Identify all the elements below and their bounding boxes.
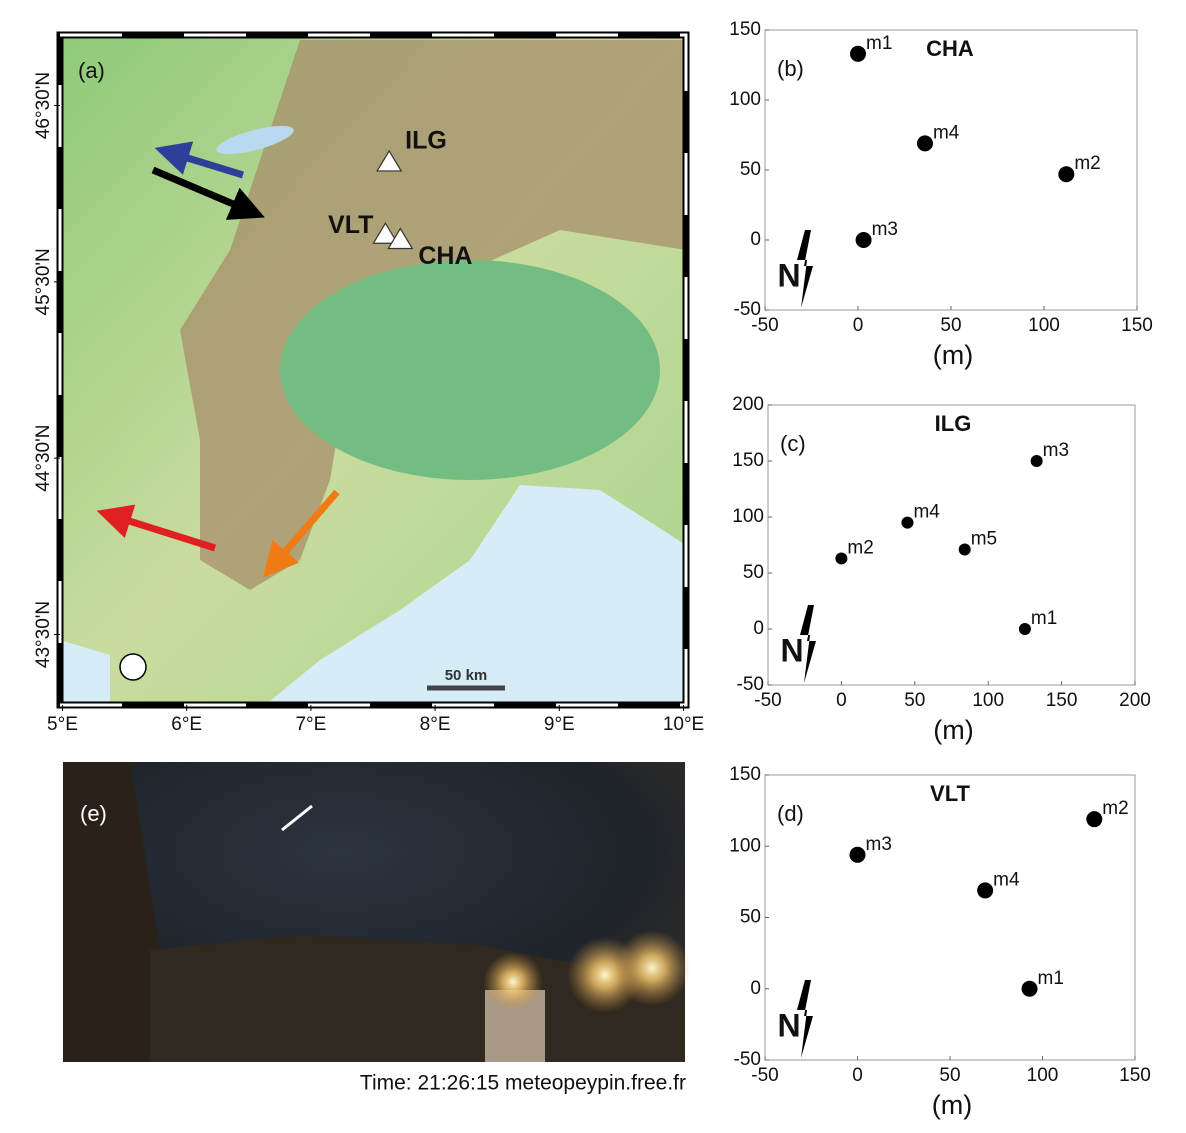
plot-frame — [765, 775, 1135, 1060]
x-tick-label: 6°E — [171, 714, 202, 735]
point — [1058, 166, 1074, 182]
point — [917, 135, 933, 151]
point-label: m2 — [1074, 153, 1100, 174]
point-label: m5 — [971, 528, 997, 549]
x-tick-label: 100 — [1028, 315, 1060, 336]
point-label: m4 — [993, 869, 1020, 890]
point-label: m2 — [847, 537, 873, 558]
x-tick-label: 0 — [853, 315, 864, 336]
x-tick-label: 200 — [1119, 690, 1151, 711]
panel-label: (b) — [777, 56, 804, 81]
x-tick-label: 50 — [904, 690, 925, 711]
y-tick-label: 200 — [732, 394, 764, 415]
point-label: m4 — [913, 502, 940, 523]
x-tick-label: 50 — [939, 1065, 960, 1086]
point-label: m1 — [1038, 968, 1064, 989]
x-tick-label: 7°E — [295, 714, 326, 735]
y-tick-label: 0 — [750, 978, 761, 999]
y-tick-label: 150 — [732, 450, 764, 471]
y-tick-label: 44°30'N — [33, 425, 54, 492]
x-tick-label: 8°E — [420, 714, 451, 735]
map-background — [60, 35, 686, 705]
point — [959, 543, 971, 555]
y-tick-label: 0 — [753, 618, 764, 639]
y-tick-label: 0 — [750, 229, 761, 250]
point-label: m2 — [1102, 798, 1128, 819]
y-tick-label: -50 — [734, 1049, 761, 1070]
photo-caption: Time: 21:26:15 meteopeypin.free.fr — [360, 1072, 686, 1095]
x-axis-label: (m) — [933, 715, 973, 745]
y-tick-label: 150 — [729, 19, 761, 40]
panel-label: (a) — [78, 58, 105, 83]
point-label: m1 — [1031, 608, 1057, 629]
y-tick-label: -50 — [737, 674, 764, 695]
x-axis-label: (m) — [933, 340, 973, 370]
panel-label: (e) — [80, 801, 107, 826]
chart-title: VLT — [930, 781, 970, 806]
point — [901, 517, 913, 529]
point-label: m4 — [933, 122, 960, 143]
point — [856, 232, 872, 248]
x-tick-label: 0 — [836, 690, 847, 711]
station-label: CHA — [418, 242, 472, 270]
panel-label: (c) — [780, 431, 806, 456]
point — [835, 552, 847, 564]
x-tick-label: 50 — [940, 315, 961, 336]
x-tick-label: 100 — [972, 690, 1004, 711]
point — [1019, 623, 1031, 635]
x-tick-label: 10°E — [663, 714, 704, 735]
north-label: N — [780, 632, 803, 668]
point — [977, 882, 993, 898]
north-label: N — [777, 1007, 800, 1043]
point — [850, 847, 866, 863]
x-tick-label: 100 — [1027, 1065, 1059, 1086]
panel-label: (d) — [777, 801, 804, 826]
x-tick-label: 9°E — [544, 714, 575, 735]
x-tick-label: 150 — [1046, 690, 1078, 711]
x-tick-label: 150 — [1121, 315, 1153, 336]
north-label: N — [777, 257, 800, 293]
y-tick-label: 50 — [740, 159, 761, 180]
y-tick-label: -50 — [734, 299, 761, 320]
y-tick-label: 43°30'N — [33, 601, 54, 668]
x-axis-label: (m) — [932, 1090, 972, 1120]
x-tick-label: 5°E — [47, 714, 78, 735]
y-tick-label: 45°30'N — [33, 248, 54, 315]
y-tick-label: 150 — [729, 764, 761, 785]
plot-frame — [768, 405, 1135, 685]
station-label: ILG — [405, 127, 447, 155]
station-label: VLT — [328, 211, 373, 239]
y-tick-label: 100 — [729, 89, 761, 110]
y-tick-label: 50 — [740, 907, 761, 928]
point — [1022, 981, 1038, 997]
y-tick-label: 100 — [732, 506, 764, 527]
photo — [63, 762, 690, 1062]
scale-label: 50 km — [445, 667, 488, 684]
x-tick-label: 150 — [1119, 1065, 1151, 1086]
point-label: m1 — [866, 33, 892, 54]
y-tick-label: 100 — [729, 835, 761, 856]
y-tick-label: 50 — [743, 562, 764, 583]
point-label: m3 — [866, 834, 892, 855]
figure: (a) 50 km (e) Time: 21:26:15 meteopeypin… — [0, 0, 1186, 1128]
point — [1031, 455, 1043, 467]
point-label: m3 — [872, 219, 898, 240]
point-label: m3 — [1043, 440, 1069, 461]
y-tick-label: 46°30'N — [33, 72, 54, 139]
point — [1086, 811, 1102, 827]
chart-title: CHA — [926, 36, 974, 61]
chart-title: ILG — [935, 411, 972, 436]
x-tick-label: 0 — [852, 1065, 863, 1086]
point — [850, 46, 866, 62]
